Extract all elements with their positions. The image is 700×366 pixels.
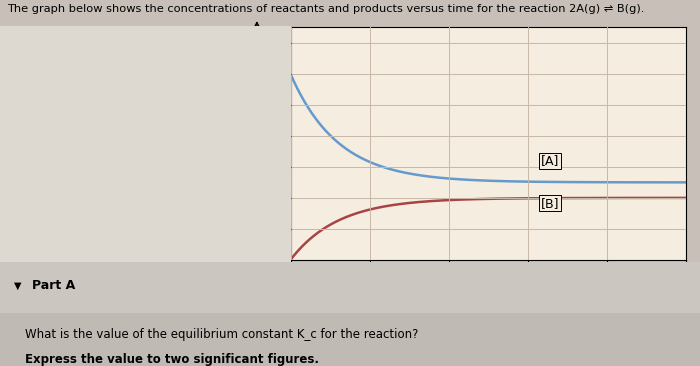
Text: ▼: ▼ [14,281,22,291]
Text: [A]: [A] [540,154,559,167]
Text: The graph below shows the concentrations of reactants and products versus time f: The graph below shows the concentrations… [7,4,645,14]
Text: [B]: [B] [540,197,559,210]
Text: What is the value of the equilibrium constant K_c for the reaction?: What is the value of the equilibrium con… [25,328,418,341]
Text: Part A: Part A [32,279,75,292]
Y-axis label: Concentration: Concentration [237,102,249,186]
X-axis label: Time →: Time → [467,282,510,295]
Text: Express the value to two significant figures.: Express the value to two significant fig… [25,353,318,366]
